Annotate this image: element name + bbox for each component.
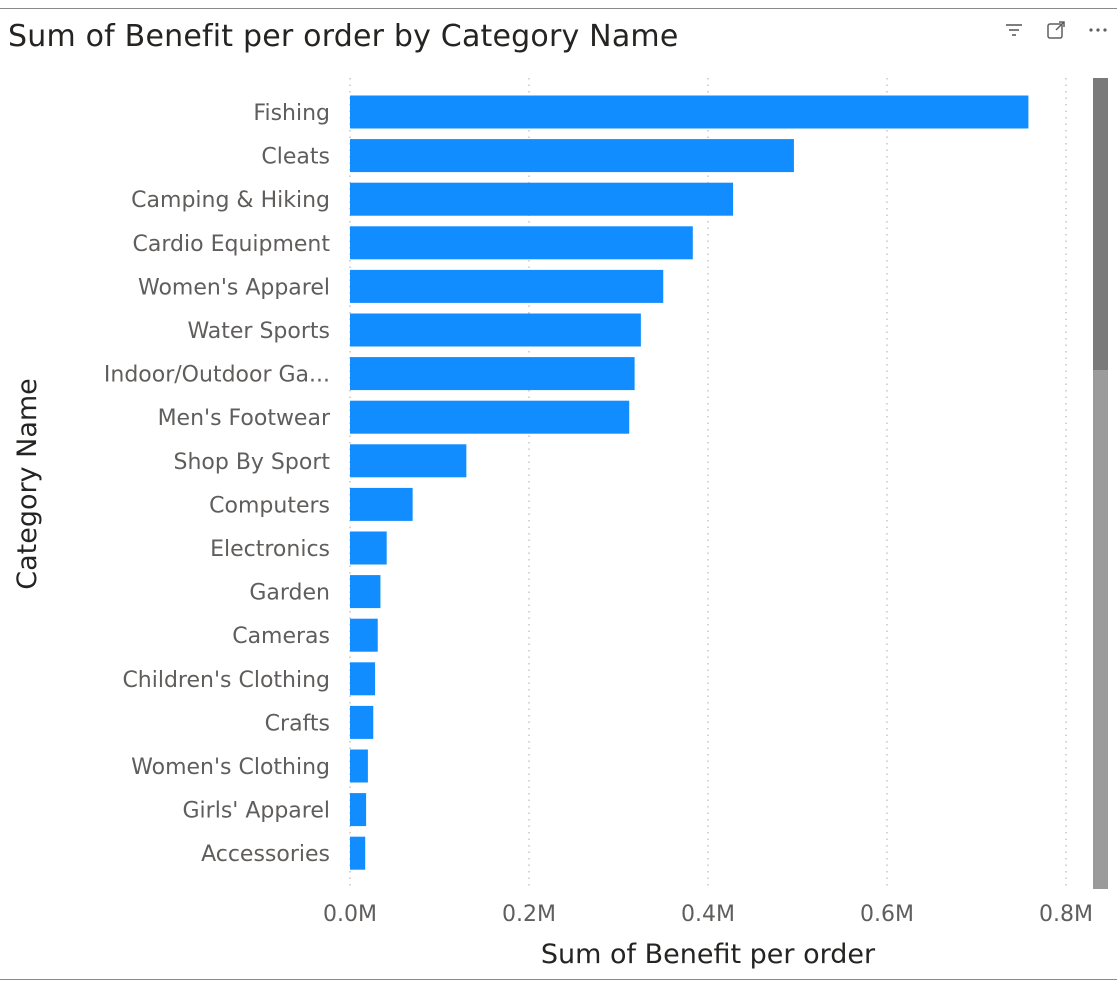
- category-label: Men's Footwear: [158, 406, 331, 431]
- bar[interactable]: [350, 793, 367, 827]
- bar[interactable]: [350, 836, 366, 870]
- focus-mode-icon[interactable]: [1045, 19, 1067, 41]
- category-label: Camping & Hiking: [131, 188, 330, 213]
- x-tick-label: 0.6M: [860, 902, 914, 927]
- chart-title: Sum of Benefit per order by Category Nam…: [8, 19, 679, 54]
- x-tick-label: 0.4M: [681, 902, 735, 927]
- bars: [350, 95, 1029, 870]
- x-tick-label: 0.2M: [502, 902, 556, 927]
- category-label: Cleats: [261, 145, 330, 170]
- y-axis-title: Category Name: [12, 378, 43, 590]
- category-label: Shop By Sport: [174, 450, 331, 475]
- category-labels: Fishing Cleats Camping & Hiking Cardio Equi…: [104, 101, 331, 867]
- category-label: Garden: [249, 581, 330, 606]
- more-options-icon[interactable]: [1087, 19, 1109, 41]
- category-label: Computers: [209, 493, 330, 518]
- bar[interactable]: [350, 618, 378, 652]
- scrollbar-thumb[interactable]: [1093, 78, 1108, 370]
- category-label: Cameras: [232, 624, 330, 649]
- x-axis-title: Sum of Benefit per order: [541, 939, 876, 970]
- filter-icon[interactable]: [1003, 19, 1025, 41]
- bar[interactable]: [350, 95, 1029, 129]
- bar[interactable]: [350, 400, 630, 434]
- bar[interactable]: [350, 226, 693, 260]
- category-label: Girls' Apparel: [183, 799, 331, 824]
- bar[interactable]: [350, 487, 413, 521]
- bar[interactable]: [350, 139, 794, 173]
- bar[interactable]: [350, 662, 376, 696]
- bar[interactable]: [350, 357, 635, 391]
- bar[interactable]: [350, 182, 734, 216]
- category-label: Women's Apparel: [138, 275, 330, 300]
- category-label: Accessories: [201, 842, 330, 867]
- bar[interactable]: [350, 531, 387, 565]
- category-label: Children's Clothing: [122, 668, 330, 693]
- bar[interactable]: [350, 444, 467, 478]
- category-label: Electronics: [210, 537, 330, 562]
- category-label: Indoor/Outdoor Ga...: [104, 363, 330, 388]
- bar[interactable]: [350, 705, 374, 739]
- bar[interactable]: [350, 749, 368, 783]
- bar[interactable]: [350, 575, 381, 609]
- bar[interactable]: [350, 313, 641, 347]
- x-tick-label: 0.8M: [1039, 902, 1093, 927]
- x-tick-label: 0.0M: [323, 902, 377, 927]
- bar[interactable]: [350, 269, 664, 303]
- category-label: Cardio Equipment: [133, 232, 331, 257]
- category-label: Women's Clothing: [131, 755, 330, 780]
- category-label: Crafts: [265, 711, 330, 736]
- x-axis-ticks: 0.0M 0.2M 0.4M 0.6M 0.8M: [323, 902, 1093, 927]
- visual-header-icons: [1003, 19, 1109, 41]
- category-label: Water Sports: [187, 319, 330, 344]
- category-label: Fishing: [253, 101, 330, 126]
